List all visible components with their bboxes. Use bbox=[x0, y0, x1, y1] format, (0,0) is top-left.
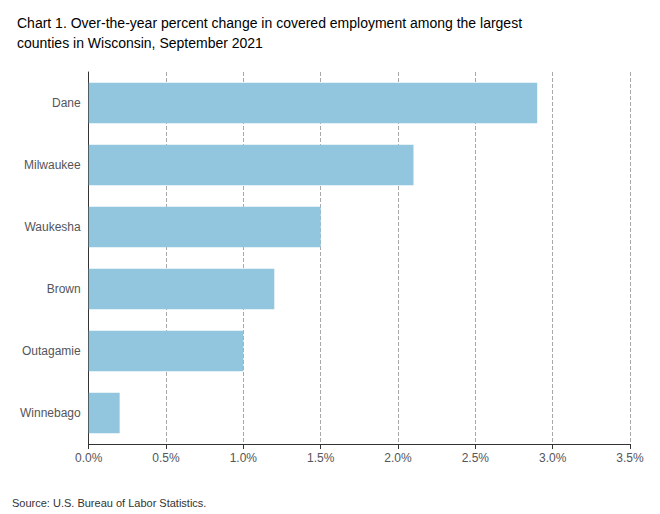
svg-text:1.5%: 1.5% bbox=[307, 451, 335, 465]
svg-text:Dane: Dane bbox=[52, 96, 81, 110]
svg-text:3.0%: 3.0% bbox=[539, 451, 567, 465]
svg-text:0.5%: 0.5% bbox=[152, 451, 180, 465]
svg-text:Outagamie: Outagamie bbox=[22, 344, 81, 358]
svg-text:Source: U.S. Bureau of Labor S: Source: U.S. Bureau of Labor Statistics. bbox=[12, 497, 206, 509]
svg-text:Brown: Brown bbox=[47, 282, 81, 296]
svg-text:Winnebago: Winnebago bbox=[20, 406, 81, 420]
svg-text:2.0%: 2.0% bbox=[384, 451, 412, 465]
svg-text:Waukesha: Waukesha bbox=[24, 220, 81, 234]
svg-text:counties in Wisconsin, Septemb: counties in Wisconsin, September 2021 bbox=[17, 35, 263, 51]
svg-text:Chart 1. Over-the-year percent: Chart 1. Over-the-year percent change in… bbox=[17, 15, 522, 31]
svg-text:2.5%: 2.5% bbox=[462, 451, 490, 465]
svg-text:1.0%: 1.0% bbox=[230, 451, 258, 465]
svg-text:3.5%: 3.5% bbox=[616, 451, 644, 465]
svg-text:0.0%: 0.0% bbox=[75, 451, 103, 465]
svg-text:Milwaukee: Milwaukee bbox=[24, 158, 81, 172]
